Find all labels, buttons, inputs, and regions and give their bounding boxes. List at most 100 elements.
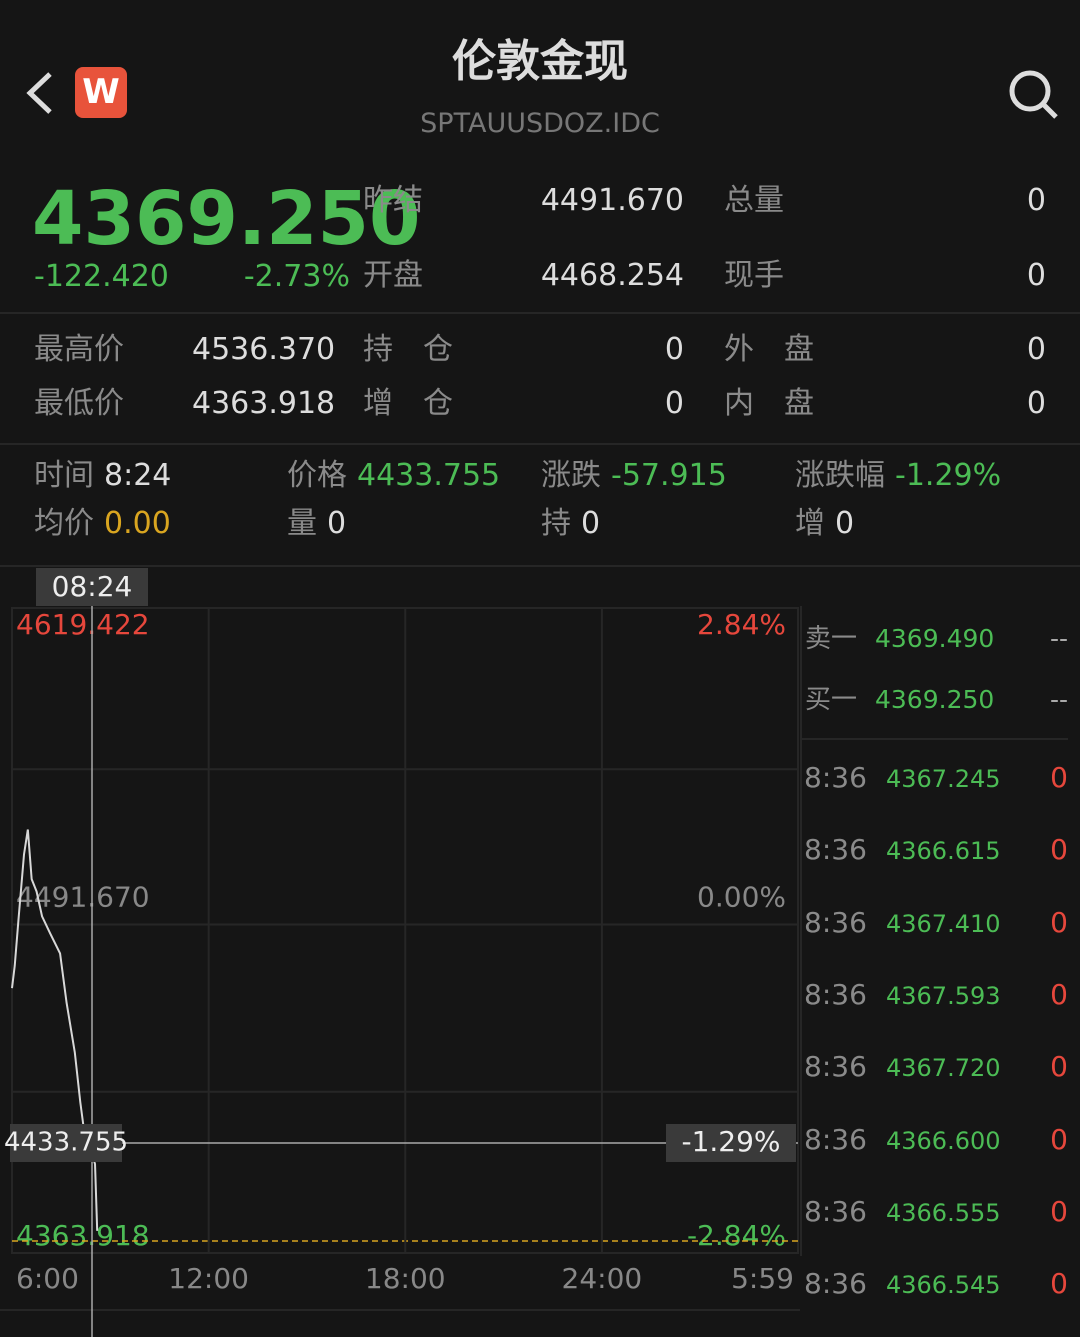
trade-time: 8:36 (804, 1122, 867, 1156)
trade-volume: 0 (1050, 833, 1068, 867)
trade-time: 8:36 (804, 905, 867, 939)
stat-value: 0 (1026, 332, 1046, 367)
trade-time: 8:36 (804, 1267, 867, 1301)
stat-value: 4491.670 (540, 183, 684, 218)
crosshair-price: 4433.755 (4, 1128, 128, 1158)
trade-volume: 0 (1050, 761, 1068, 794)
info-label: 持 (541, 506, 571, 541)
stat-label: 外 盘 (724, 332, 814, 367)
info-label: 均价 (34, 506, 94, 541)
trade-price: 4367.410 (886, 909, 1001, 938)
trade-volume: 0 (1050, 905, 1068, 939)
intraday-chart: -2.84% 0.00% 2.84% 4363.918 4491.670 4619.422… (0, 568, 800, 1337)
x-tick-label: 5:59 (731, 1262, 794, 1295)
stat-label: 开盘 (363, 258, 423, 293)
trade-price: 4367.245 (886, 765, 1001, 793)
book-label: 卖一 (805, 624, 858, 654)
trade-time: 8:36 (804, 833, 867, 867)
stat-value: 0 (1026, 183, 1046, 218)
info-value: 0.00 (104, 506, 171, 541)
info-value: -57.915 (611, 458, 727, 493)
info-value: 8:24 (104, 458, 172, 493)
info-value: 0 (835, 506, 855, 541)
book-volume: -- (1049, 685, 1068, 714)
stat-label: 现手 (724, 258, 784, 293)
crosshair-time: 08:24 (52, 570, 133, 603)
trade-volume: 0 (1050, 1122, 1068, 1156)
trade-price: 4367.593 (886, 981, 1001, 1010)
info-label: 涨跌 (541, 458, 601, 493)
change-pct: -2.73% (243, 259, 350, 294)
book-price: 4369.490 (875, 624, 995, 653)
trade-price: 4367.720 (886, 1054, 1001, 1083)
code: SPTAUUSDOZ.IDC (420, 108, 660, 139)
info-label: 时间 (34, 458, 94, 493)
trade-volume: 0 (1050, 1050, 1068, 1084)
info-value: 0 (327, 506, 347, 541)
book-label: 买一 (805, 685, 858, 715)
book-volume: -- (1049, 624, 1068, 653)
last-price: 4369.250 (32, 176, 421, 262)
trade-volume: 0 (1050, 1194, 1068, 1228)
trade-time: 8:36 (804, 977, 867, 1011)
y2-tick-label: 0.00% (697, 881, 786, 914)
stat-label: 内 盘 (724, 386, 814, 421)
crosshair-price-box (10, 1124, 122, 1162)
trade-price: 4366.600 (886, 1126, 1001, 1155)
y2-tick-label: -2.84% (687, 1219, 786, 1252)
y-tick-label: 4619.422 (16, 608, 150, 641)
x-tick-label: 24:00 (562, 1262, 643, 1295)
y-tick-label: 4363.918 (16, 1219, 150, 1252)
back-button[interactable] (22, 68, 62, 118)
trade-volume: 0 (1050, 977, 1068, 1011)
book-price: 4369.250 (875, 685, 995, 714)
trade-volume: 0 (1050, 1267, 1068, 1301)
trade-time: 8:36 (804, 1050, 867, 1084)
change: -122.420 (34, 259, 169, 294)
info-label: 量 (287, 506, 317, 541)
y2-tick-label: 2.84% (697, 608, 786, 641)
stat-value: 0 (664, 386, 684, 421)
stat-value: 0 (1026, 386, 1046, 421)
info-label: 涨跌幅 (795, 458, 885, 493)
crosshair-time-box (36, 568, 148, 606)
stat-value: 0 (1026, 258, 1046, 293)
stat-label: 持 仓 (363, 332, 453, 367)
trade-price: 4366.615 (886, 837, 1001, 866)
trade-price: 4366.555 (886, 1198, 1001, 1227)
trade-price: 4366.545 (886, 1271, 1001, 1300)
info-label: 价格 (287, 458, 347, 493)
y-tick-label: 4491.670 (16, 881, 150, 914)
info-value: 4433.755 (357, 458, 501, 493)
x-tick-label: 12:00 (168, 1262, 249, 1295)
trade-time: 8:36 (804, 1194, 867, 1228)
search-button[interactable] (1005, 66, 1061, 122)
info-item: 均价 0.00 (34, 509, 171, 539)
crosshair-pct: -1.29% (681, 1125, 780, 1158)
stat-label: 增 仓 (363, 386, 453, 421)
info-value: 0 (581, 506, 601, 541)
crosshair-pct-box (666, 1124, 796, 1162)
x-tick-label: 18:00 (365, 1262, 446, 1295)
stat-label: 总量 (724, 183, 784, 218)
info-label: 增 (795, 506, 825, 541)
stat-label: 昨结 (363, 183, 423, 218)
trade-time: 8:36 (804, 761, 867, 794)
stat-value: 4363.918 (192, 386, 336, 421)
title: 伦敦金现 (452, 36, 628, 87)
stat-value: 4468.254 (540, 258, 684, 293)
info-item: 时间 8:24 (34, 461, 171, 491)
app-badge[interactable]: W (75, 67, 127, 118)
info-value: -1.29% (895, 458, 1002, 493)
info-item: 价格 4433.755 (287, 461, 500, 491)
stat-value: 0 (664, 332, 684, 367)
stat-label: 最高价 (34, 332, 124, 367)
stat-label: 最低价 (34, 386, 124, 421)
x-tick-label: 6:00 (16, 1262, 79, 1295)
info-item: 涨跌 -57.915 (541, 461, 727, 491)
info-item: 涨跌幅 -1.29% (795, 461, 1001, 491)
